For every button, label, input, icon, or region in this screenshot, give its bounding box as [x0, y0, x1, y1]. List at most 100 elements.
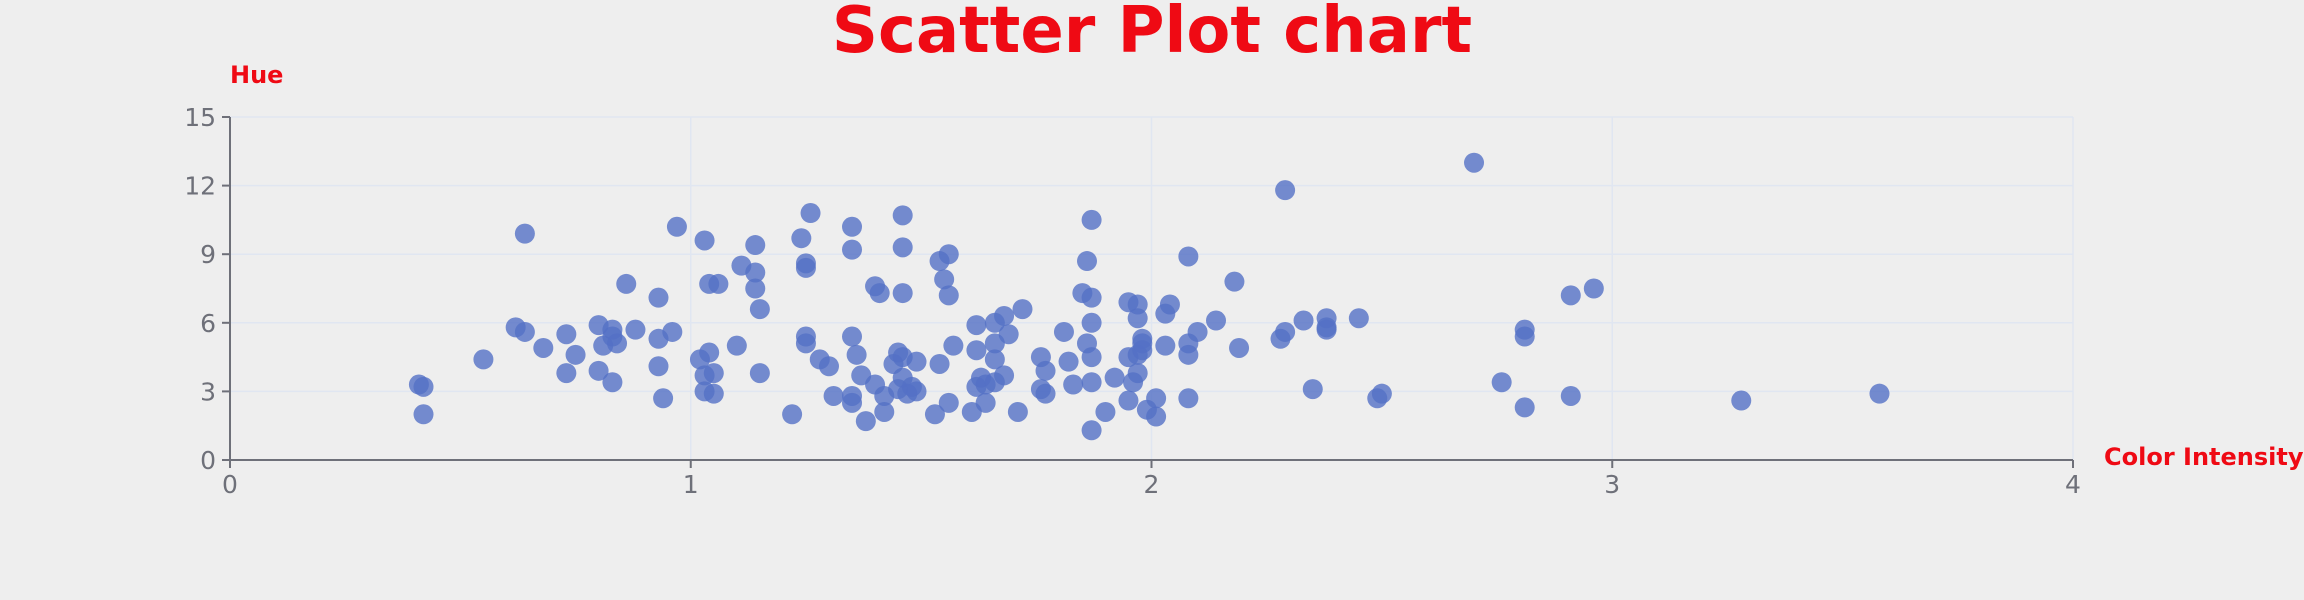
scatter-point[interactable] — [1076, 251, 1097, 272]
scatter-point[interactable] — [1159, 294, 1180, 315]
scatter-point[interactable] — [842, 392, 863, 413]
scatter-point[interactable] — [514, 321, 535, 342]
scatter-point[interactable] — [666, 216, 687, 237]
scatter-point[interactable] — [855, 411, 876, 432]
scatter-point[interactable] — [846, 344, 867, 365]
scatter-point[interactable] — [1348, 308, 1369, 329]
scatter-point[interactable] — [1316, 319, 1337, 340]
scatter-point[interactable] — [818, 356, 839, 377]
scatter-point[interactable] — [998, 324, 1019, 345]
scatter-point[interactable] — [938, 244, 959, 265]
scatter-point[interactable] — [1081, 372, 1102, 393]
scatter-point[interactable] — [966, 340, 987, 361]
scatter-point[interactable] — [1104, 367, 1125, 388]
scatter-point[interactable] — [745, 278, 766, 299]
scatter-point[interactable] — [703, 363, 724, 384]
scatter-point[interactable] — [906, 381, 927, 402]
scatter-point[interactable] — [1514, 326, 1535, 347]
scatter-point[interactable] — [892, 205, 913, 226]
scatter-point[interactable] — [1293, 310, 1314, 331]
scatter-point[interactable] — [1035, 360, 1056, 381]
scatter-point[interactable] — [795, 257, 816, 278]
scatter-point[interactable] — [1058, 351, 1079, 372]
scatter-point[interactable] — [1081, 420, 1102, 441]
scatter-point[interactable] — [1155, 335, 1176, 356]
scatter-point[interactable] — [1127, 308, 1148, 329]
scatter-point[interactable] — [662, 321, 683, 342]
scatter-point[interactable] — [1560, 385, 1581, 406]
scatter-point[interactable] — [938, 285, 959, 306]
scatter-point[interactable] — [994, 305, 1015, 326]
scatter-point[interactable] — [1081, 287, 1102, 308]
scatter-point[interactable] — [975, 392, 996, 413]
scatter-point[interactable] — [1063, 374, 1084, 395]
scatter-point[interactable] — [929, 353, 950, 374]
scatter-point[interactable] — [934, 269, 955, 290]
scatter-point[interactable] — [1007, 401, 1028, 422]
scatter-point[interactable] — [699, 342, 720, 363]
scatter-point[interactable] — [1206, 310, 1227, 331]
scatter-point[interactable] — [1127, 294, 1148, 315]
scatter-point[interactable] — [1012, 299, 1033, 320]
scatter-point[interactable] — [842, 326, 863, 347]
scatter-point[interactable] — [694, 230, 715, 251]
scatter-point[interactable] — [1146, 388, 1167, 409]
scatter-point[interactable] — [616, 273, 637, 294]
scatter-point[interactable] — [892, 283, 913, 304]
scatter-point[interactable] — [1118, 390, 1139, 411]
scatter-point[interactable] — [994, 365, 1015, 386]
scatter-point[interactable] — [413, 376, 434, 397]
scatter-point[interactable] — [842, 216, 863, 237]
scatter-point[interactable] — [1146, 406, 1167, 427]
scatter-point[interactable] — [588, 360, 609, 381]
scatter-point[interactable] — [533, 337, 554, 358]
scatter-point[interactable] — [1095, 401, 1116, 422]
scatter-point[interactable] — [1560, 285, 1581, 306]
scatter-point[interactable] — [1491, 372, 1512, 393]
scatter-point[interactable] — [1731, 390, 1752, 411]
scatter-point[interactable] — [1081, 312, 1102, 333]
scatter-point[interactable] — [1869, 383, 1890, 404]
scatter-point[interactable] — [1187, 321, 1208, 342]
scatter-point[interactable] — [749, 363, 770, 384]
scatter-point[interactable] — [565, 344, 586, 365]
scatter-point[interactable] — [823, 385, 844, 406]
scatter-point[interactable] — [1035, 383, 1056, 404]
scatter-point[interactable] — [514, 223, 535, 244]
scatter-point[interactable] — [1464, 152, 1485, 173]
scatter-point[interactable] — [782, 404, 803, 425]
scatter-point[interactable] — [625, 319, 646, 340]
scatter-point[interactable] — [648, 356, 669, 377]
scatter-point[interactable] — [938, 392, 959, 413]
scatter-point[interactable] — [1127, 363, 1148, 384]
scatter-point[interactable] — [413, 404, 434, 425]
scatter-point[interactable] — [1302, 379, 1323, 400]
scatter-point[interactable] — [791, 228, 812, 249]
scatter-point[interactable] — [473, 349, 494, 370]
scatter-point[interactable] — [874, 401, 895, 422]
scatter-point[interactable] — [1178, 344, 1199, 365]
scatter-point[interactable] — [1178, 388, 1199, 409]
scatter-point[interactable] — [1583, 278, 1604, 299]
scatter-point[interactable] — [1514, 397, 1535, 418]
scatter-point[interactable] — [648, 287, 669, 308]
scatter-point[interactable] — [1132, 340, 1153, 361]
scatter-point[interactable] — [892, 237, 913, 258]
scatter-point[interactable] — [1224, 271, 1245, 292]
scatter-point[interactable] — [1081, 209, 1102, 230]
scatter-point[interactable] — [795, 333, 816, 354]
scatter-point[interactable] — [984, 349, 1005, 370]
scatter-point[interactable] — [800, 203, 821, 224]
scatter-point[interactable] — [1229, 337, 1250, 358]
scatter-point[interactable] — [1178, 246, 1199, 267]
scatter-point[interactable] — [703, 383, 724, 404]
scatter-point[interactable] — [1081, 347, 1102, 368]
scatter-point[interactable] — [745, 235, 766, 256]
scatter-point[interactable] — [842, 239, 863, 260]
scatter-point[interactable] — [1275, 321, 1296, 342]
scatter-point[interactable] — [726, 335, 747, 356]
scatter-point[interactable] — [1371, 383, 1392, 404]
scatter-point[interactable] — [602, 372, 623, 393]
scatter-point[interactable] — [906, 351, 927, 372]
scatter-point[interactable] — [749, 299, 770, 320]
